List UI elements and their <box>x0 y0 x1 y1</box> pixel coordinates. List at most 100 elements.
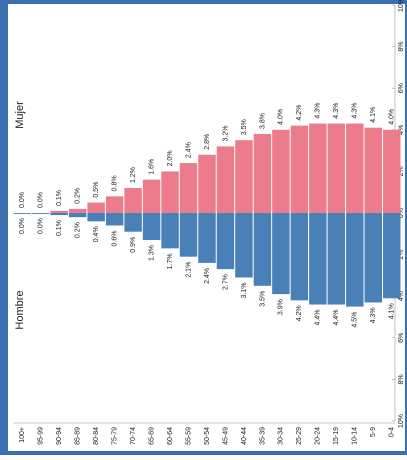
bar <box>235 213 253 278</box>
bar <box>179 163 198 213</box>
bar <box>105 213 124 226</box>
bar <box>346 213 364 307</box>
value-label: 0.2% <box>75 188 82 204</box>
value-label: 0.8% <box>111 175 118 191</box>
value-label: 4.2% <box>296 105 303 121</box>
value-label: 0.5% <box>93 182 100 198</box>
bar <box>346 123 364 213</box>
bar <box>179 213 198 257</box>
bar <box>31 213 50 214</box>
value-label: 2.4% <box>185 142 192 158</box>
bar <box>142 179 161 213</box>
bar <box>272 129 290 213</box>
bar <box>50 213 68 216</box>
value-label: 4.2% <box>296 305 303 321</box>
y-tick-label: 8% <box>398 42 405 52</box>
value-label: 1.2% <box>130 167 137 183</box>
value-label: 4.5% <box>352 312 359 328</box>
value-label: 3.2% <box>222 125 229 141</box>
x-tick-label: 90-94 <box>56 427 63 445</box>
value-label: 0.0% <box>38 218 45 234</box>
series-label: Mujer <box>14 101 26 129</box>
value-label: 4.3% <box>352 103 359 119</box>
value-label: 3.5% <box>259 291 266 307</box>
value-label: 2.1% <box>185 262 192 278</box>
bar <box>383 213 401 299</box>
bar <box>50 210 68 213</box>
x-tick-label: 45-49 <box>222 427 229 445</box>
y-tick-label: 2% <box>398 250 405 260</box>
bar <box>216 213 235 270</box>
value-label: 4.0% <box>278 109 285 125</box>
y-tick-label: 4% <box>398 291 405 301</box>
bar <box>87 202 105 213</box>
y-tick-label: 0% <box>398 208 405 218</box>
value-label: 2.0% <box>167 150 174 166</box>
value-label: 4.4% <box>315 310 322 326</box>
x-tick-label: 0-4 <box>389 427 396 437</box>
bar <box>327 213 346 305</box>
value-label: 0.9% <box>130 237 137 253</box>
bar <box>290 125 309 213</box>
value-label: 0.4% <box>93 226 100 242</box>
value-label: 2.7% <box>222 274 229 290</box>
bar <box>161 171 179 213</box>
x-tick-label: 20-24 <box>315 427 322 445</box>
value-label: 0.6% <box>111 230 118 246</box>
x-tick-label: 50-54 <box>204 427 211 445</box>
bar <box>253 133 272 213</box>
x-tick-label: 80-84 <box>93 427 100 445</box>
bar <box>68 208 87 213</box>
x-tick-label: 55-59 <box>185 427 192 445</box>
bar <box>68 213 87 218</box>
value-label: 0.0% <box>38 192 45 208</box>
x-tick-label: 15-19 <box>333 427 340 445</box>
bar <box>309 213 327 305</box>
value-label: 4.1% <box>389 303 396 319</box>
value-label: 3.1% <box>241 282 248 298</box>
bar <box>327 123 346 213</box>
y-tick-label: 6% <box>398 333 405 343</box>
series-label: Hombre <box>14 290 26 329</box>
y-tick-label: 10% <box>398 414 405 428</box>
value-label: 1.6% <box>148 159 155 175</box>
y-tick-label: 2% <box>398 166 405 176</box>
value-label: 4.3% <box>370 307 377 323</box>
bar <box>87 213 105 222</box>
value-label: 4.1% <box>370 107 377 123</box>
bar <box>383 129 401 213</box>
value-label: 3.8% <box>259 113 266 129</box>
x-tick-label: 5-9 <box>370 427 377 437</box>
x-tick-label: 10-14 <box>352 427 359 445</box>
bar <box>198 213 216 263</box>
value-label: 4.3% <box>315 103 322 119</box>
y-tick-label: 6% <box>398 83 405 93</box>
x-tick-label: 85-89 <box>75 427 82 445</box>
value-label: 4.0% <box>389 109 396 125</box>
x-tick-label: 30-34 <box>278 427 285 445</box>
bar <box>124 213 142 232</box>
bar <box>272 213 290 295</box>
value-label: 4.4% <box>333 310 340 326</box>
value-label: 1.3% <box>148 245 155 261</box>
x-tick-label: 95-99 <box>38 427 45 445</box>
y-tick-label: 4% <box>398 125 405 135</box>
value-label: 0.1% <box>56 190 63 206</box>
x-tick-label: 35-39 <box>259 427 266 445</box>
x-tick-label: 65-69 <box>148 427 155 445</box>
bar <box>253 213 272 286</box>
value-label: 0.1% <box>56 220 63 236</box>
bar <box>216 146 235 213</box>
value-label: 2.8% <box>204 134 211 150</box>
x-tick-label: 70-74 <box>130 427 137 445</box>
value-label: 0.2% <box>75 222 82 238</box>
y-tick-label: 8% <box>398 374 405 384</box>
x-tick-label: 25-29 <box>296 427 303 445</box>
value-label: 0.0% <box>19 218 26 234</box>
bar <box>290 213 309 301</box>
bar <box>198 154 216 213</box>
bar <box>364 213 383 303</box>
value-label: 1.7% <box>167 253 174 269</box>
value-label: 4.3% <box>333 103 340 119</box>
bar <box>161 213 179 249</box>
